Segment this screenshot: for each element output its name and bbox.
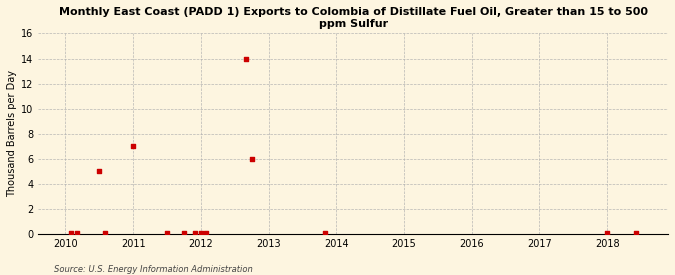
Point (601, 231, 612, 235)
Point (246, 156, 257, 161)
Point (190, 231, 201, 235)
Point (72, 231, 82, 235)
Point (65, 231, 76, 235)
Point (161, 231, 172, 235)
Point (178, 231, 189, 235)
Point (630, 231, 641, 235)
Point (241, 56, 252, 61)
Point (196, 231, 207, 235)
Point (128, 144, 138, 148)
Y-axis label: Thousand Barrels per Day: Thousand Barrels per Day (7, 70, 17, 197)
Text: Source: U.S. Energy Information Administration: Source: U.S. Energy Information Administ… (54, 265, 252, 274)
Point (319, 231, 330, 235)
Point (99, 231, 110, 235)
Point (94, 169, 105, 174)
Point (201, 231, 212, 235)
Title: Monthly East Coast (PADD 1) Exports to Colombia of Distillate Fuel Oil, Greater : Monthly East Coast (PADD 1) Exports to C… (59, 7, 648, 29)
